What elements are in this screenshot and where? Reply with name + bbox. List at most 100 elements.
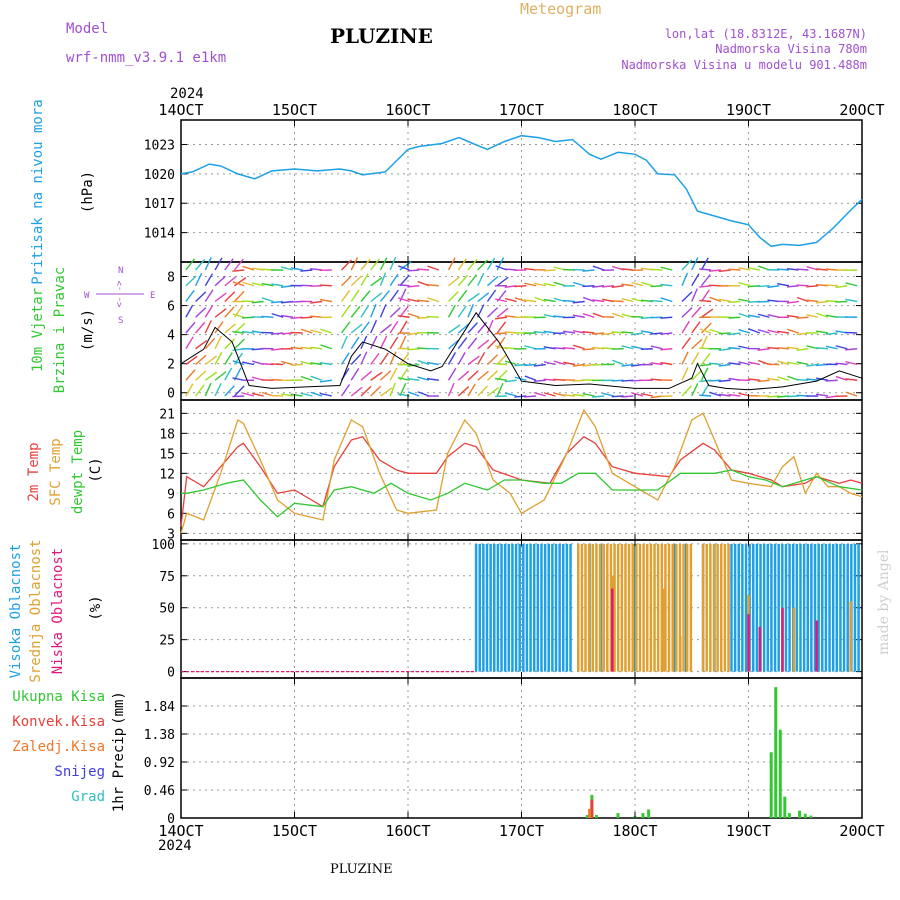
wind-arrow xyxy=(691,369,703,381)
wind-arrow xyxy=(572,330,585,334)
wind-arrow xyxy=(728,300,741,303)
wind-arrow xyxy=(631,345,644,350)
wind-arrow xyxy=(214,308,227,318)
wind-arrow xyxy=(699,394,712,397)
wind-arrow xyxy=(280,314,293,318)
wind-arrow xyxy=(582,392,595,397)
wind-arrow xyxy=(611,300,624,303)
wind-arrow xyxy=(728,393,741,397)
temp-unit-label: (C) xyxy=(88,457,104,482)
wind-arrow xyxy=(816,377,829,381)
wind-arrow xyxy=(204,304,214,318)
wind-arrow xyxy=(407,285,420,288)
wind-arrow xyxy=(553,347,566,350)
precip_total-bar xyxy=(778,729,782,818)
wind-arrow xyxy=(825,379,838,382)
wind-arrow xyxy=(234,277,247,287)
wind-arrow xyxy=(718,393,731,397)
wind-arrow xyxy=(426,377,439,381)
wind-arrow xyxy=(709,296,722,303)
wind-arrow xyxy=(699,328,712,334)
wind-arrow xyxy=(777,376,790,381)
wind-arrow xyxy=(195,258,206,271)
wind-arrow xyxy=(582,331,595,334)
wind-arrow xyxy=(494,377,508,381)
wind-arrow xyxy=(611,285,624,289)
wind-arrow xyxy=(320,344,333,350)
wind-arrow xyxy=(496,307,509,318)
wind-arrow xyxy=(660,297,673,303)
wind-arrow xyxy=(204,371,218,381)
wind-arrow xyxy=(786,346,799,350)
wind-arrow xyxy=(681,320,690,334)
wind-arrow xyxy=(300,360,313,366)
wind-arrow xyxy=(640,330,653,334)
wind-arrow xyxy=(708,379,721,382)
wind-arrow xyxy=(718,363,731,367)
wind-arrow xyxy=(825,345,838,350)
wind-arrow xyxy=(572,314,585,318)
wind-arrow xyxy=(399,305,409,318)
wind-arrow xyxy=(350,289,360,302)
wind-arrow xyxy=(457,337,468,350)
wind-arrow xyxy=(486,307,499,318)
wind-arrow xyxy=(214,351,223,365)
wind-arrow xyxy=(534,296,547,303)
y-tick-label: 0 xyxy=(167,387,175,402)
wind-arrow xyxy=(777,360,790,366)
wind-arrow xyxy=(534,391,547,397)
wind-arrow xyxy=(835,375,848,381)
sfc-line xyxy=(180,408,863,534)
wind-arrow xyxy=(582,296,595,303)
wind-arrow xyxy=(427,297,440,303)
wind-arrow xyxy=(728,316,741,319)
wind-arrow xyxy=(232,269,245,272)
wind-arrow xyxy=(738,329,751,334)
wind-arrow xyxy=(806,285,819,288)
wind-arrow xyxy=(417,316,430,320)
wind-arrow xyxy=(533,379,546,382)
wind-arrow xyxy=(233,258,244,271)
wind-arrow xyxy=(224,367,233,381)
wind-arrow xyxy=(261,315,274,318)
wind-arrow xyxy=(700,289,710,302)
wind-arrow xyxy=(681,259,693,271)
wind-arrow xyxy=(718,379,731,383)
wind-arrow xyxy=(640,393,653,397)
wind-sub-label: Brzina i Pravac xyxy=(52,267,68,393)
wind-arrow xyxy=(631,297,644,303)
wind-arrow xyxy=(524,282,537,287)
wind-arrow xyxy=(271,300,284,304)
wind-arrow xyxy=(224,323,236,334)
wind-arrow xyxy=(787,328,799,334)
wind-arrow xyxy=(310,362,323,366)
wind-arrow xyxy=(370,352,380,365)
wind-arrow xyxy=(204,289,214,302)
wind-arrow xyxy=(457,386,470,397)
wind-arrow xyxy=(757,379,770,383)
wind-arrow xyxy=(562,299,576,303)
wind-arrow xyxy=(467,304,474,318)
y-tick-label: 6 xyxy=(167,507,175,522)
wind-speed-line xyxy=(180,311,863,391)
wind-arrow xyxy=(398,265,410,271)
wind-arrow xyxy=(399,335,407,350)
wind-arrow xyxy=(718,298,731,303)
wind-arrow xyxy=(718,269,731,273)
wind-arrow xyxy=(467,370,479,381)
wind-arrow xyxy=(573,344,585,350)
wind-arrow xyxy=(786,361,799,366)
wind-arrow xyxy=(360,305,370,318)
wind-arrow xyxy=(426,361,439,366)
wind-arrow xyxy=(214,335,222,350)
wind-arrow xyxy=(350,386,363,397)
wind-arrow xyxy=(553,281,566,287)
wind-arrow xyxy=(185,258,196,271)
wind-arrow xyxy=(300,328,313,334)
wind-arrow xyxy=(757,348,770,351)
wind-arrow xyxy=(185,383,194,397)
y-tick-label: 21 xyxy=(159,407,175,422)
wind-arrow xyxy=(290,363,303,366)
wind-arrow xyxy=(681,291,693,303)
wind-arrow xyxy=(496,321,507,334)
